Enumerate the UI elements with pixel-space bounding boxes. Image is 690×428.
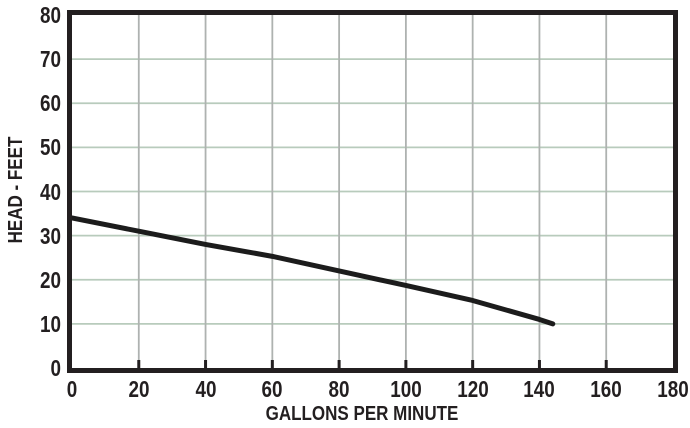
x-axis-tick-mark [604,360,608,368]
y-tick-label: 80 [40,2,61,28]
x-axis-tick-mark [337,360,341,368]
y-tick-label: 70 [40,46,61,73]
y-tick-label: 60 [40,90,61,117]
plot-area [67,10,678,373]
y-tick-label: 10 [40,310,61,337]
x-axis-tick-mark [471,360,475,368]
x-tick-label: 80 [328,376,350,402]
x-axis-tick-mark [537,360,541,368]
x-axis-tick-mark [204,360,208,368]
pump-performance-curve [72,215,556,327]
y-tick-label: 30 [40,222,61,249]
x-tick-label: 20 [128,376,150,402]
x-axis-tick-mark [137,360,141,368]
x-tick-label: 100 [390,376,422,402]
x-axis-title: GALLONS PER MINUTE [265,403,459,425]
x-tick-label: 180 [657,376,689,402]
y-tick-label: 50 [40,134,61,161]
x-axis-tick-mark [270,360,274,368]
y-tick-label: 20 [40,266,61,293]
x-tick-label: 60 [261,376,283,402]
x-tick-label: 120 [456,376,489,402]
x-tick-label: 140 [523,376,556,402]
x-tick-label: 0 [66,376,78,402]
curve-svg [72,15,673,368]
x-tick-label: 160 [590,376,622,402]
y-tick-label: 0 [50,355,61,381]
y-tick-label: 40 [40,178,61,205]
x-axis-tick-mark [404,360,408,368]
x-tick-label: 40 [195,376,217,402]
